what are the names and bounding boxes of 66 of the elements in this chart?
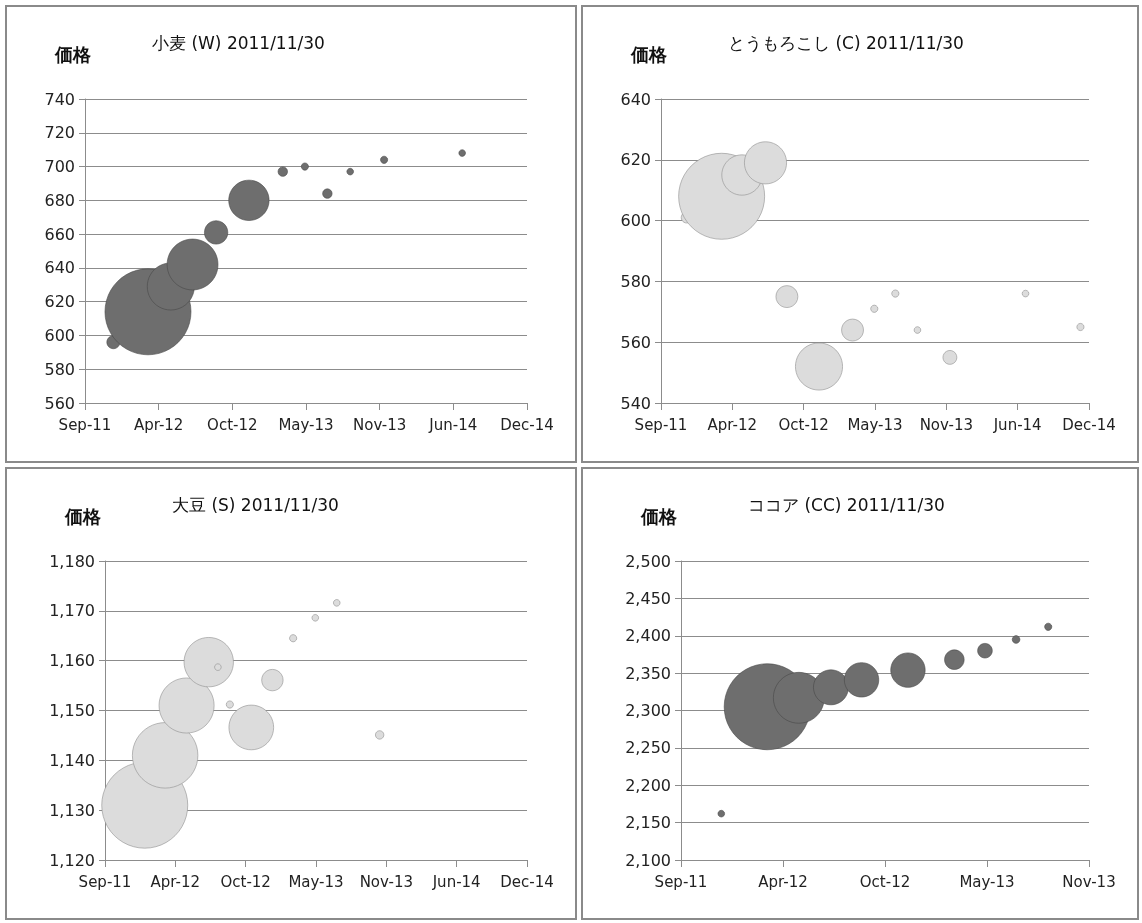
y-tick-label: 580 [44,359,75,379]
y-tick-label: 620 [620,150,651,170]
chart-title: 小麦 (W) 2011/11/30 [152,32,325,53]
x-tick-label: Oct-12 [207,415,258,434]
x-tick-label: Apr-12 [758,872,808,891]
x-tick-label: Nov-13 [919,415,974,434]
y-tick-label: 680 [44,190,75,210]
chart-title: とうもろこし (C) 2011/11/30 [728,32,964,53]
y-tick-label: 2,300 [625,701,671,720]
y-tick-label: 640 [44,258,75,278]
y-axis-title: 価格 [64,505,102,527]
y-tick-label: 2,100 [625,850,671,870]
y-tick-label: 1,140 [49,750,95,770]
x-tick-label: Dec-14 [500,872,554,891]
x-tick-label: Dec-14 [500,415,554,434]
y-tick-label: 2,500 [625,551,671,571]
chart-title: ココア (CC) 2011/11/30 [748,494,945,515]
x-tick-label: May-13 [959,872,1015,891]
x-tick-label: Oct-12 [778,415,829,434]
y-tick-label: 640 [620,89,651,109]
y-tick-label: 1,150 [49,701,95,720]
y-tick-label: 2,400 [625,626,671,646]
y-tick-label: 560 [620,332,651,352]
x-tick-label: May-13 [278,415,334,434]
y-tick-label: 540 [620,393,651,413]
y-tick-label: 580 [620,271,651,291]
y-axis-title: 価格 [54,43,92,65]
y-tick-label: 2,200 [625,775,671,795]
y-tick-label: 720 [44,123,75,143]
y-tick-label: 560 [44,393,75,413]
x-tick-label: Nov-13 [359,872,414,891]
y-tick-label: 600 [620,211,651,231]
y-tick-label: 700 [44,157,75,177]
x-tick-label: Nov-13 [352,415,407,434]
x-tick-label: May-13 [288,872,344,891]
x-tick-label: Nov-13 [1062,872,1116,891]
x-tick-label: Sep-11 [634,415,688,434]
x-tick-label: Apr-12 [150,872,201,891]
y-tick-label: 2,250 [625,738,671,758]
y-tick-label: 1,160 [49,651,95,671]
y-tick-label: 1,120 [49,850,95,870]
y-tick-label: 600 [44,325,75,345]
x-tick-label: Oct-12 [220,872,271,891]
x-tick-label: Dec-14 [1062,415,1116,434]
y-tick-label: 1,130 [49,800,95,820]
x-tick-label: Sep-11 [58,415,112,434]
y-tick-label: 2,150 [625,813,671,833]
y-axis-title: 価格 [640,505,678,527]
x-tick-label: Jun-14 [431,872,481,891]
x-tick-label: Oct-12 [859,872,911,891]
y-tick-label: 740 [44,89,75,109]
x-tick-label: May-13 [847,415,903,434]
x-tick-label: Jun-14 [428,415,478,434]
y-tick-label: 1,170 [49,601,95,621]
chart-title: 大豆 (S) 2011/11/30 [172,494,339,515]
x-tick-label: Apr-12 [707,415,758,434]
y-tick-label: 1,180 [49,551,95,571]
y-axis-title: 価格 [630,43,668,65]
x-tick-label: Sep-11 [78,872,132,891]
x-tick-label: Sep-11 [654,872,708,891]
x-tick-label: Apr-12 [133,415,184,434]
y-tick-label: 620 [44,292,75,312]
x-tick-label: Jun-14 [992,415,1042,434]
y-tick-label: 660 [44,224,75,244]
y-tick-label: 2,350 [625,663,671,683]
y-tick-label: 2,450 [625,588,671,608]
